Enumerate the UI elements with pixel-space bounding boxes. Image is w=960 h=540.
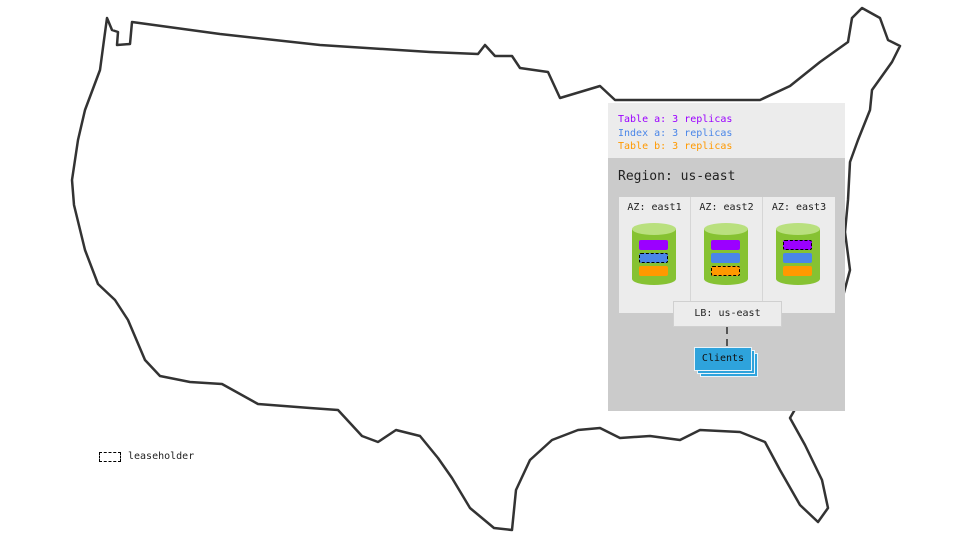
clients-label: Clients: [694, 347, 752, 371]
replica-index-a-leaseholder: [639, 253, 668, 263]
replica-table-b-leaseholder: [711, 266, 740, 276]
region-title: Region: us-east: [618, 169, 736, 184]
database-icon: [632, 223, 676, 285]
clients-stack: Clients: [694, 347, 758, 377]
replica-table-a: [639, 240, 668, 250]
replica-table-a-leaseholder: [783, 240, 812, 250]
zone-label: AZ: east2: [699, 202, 754, 213]
load-balancer: LB: us-east: [673, 301, 782, 327]
replica-index-a: [783, 253, 812, 263]
database-icon: [704, 223, 748, 285]
legend-table-b: Table b: 3 replicas: [618, 141, 733, 152]
database-icon: [776, 223, 820, 285]
replica-index-a: [711, 253, 740, 263]
region-panel: Table a: 3 replicas Index a: 3 replicas …: [608, 103, 845, 411]
replica-legend: Table a: 3 replicas Index a: 3 replicas …: [608, 103, 845, 158]
zone-east1: AZ: east1: [619, 197, 691, 313]
leaseholder-key-label: leaseholder: [128, 451, 195, 462]
zone-label: AZ: east3: [771, 202, 827, 213]
zone-label: AZ: east1: [627, 202, 682, 213]
availability-zones: AZ: east1 AZ: east2 AZ: east3: [619, 197, 835, 313]
legend-index-a: Index a: 3 replicas: [618, 127, 733, 139]
zone-east3: AZ: east3: [763, 197, 835, 313]
replica-table-a: [711, 240, 740, 250]
replica-table-b: [783, 266, 812, 276]
leaseholder-key-icon: [99, 452, 121, 462]
zone-east2: AZ: east2: [691, 197, 763, 313]
legend-table-a: Table a: 3 replicas: [618, 114, 733, 125]
replica-table-b: [639, 266, 668, 276]
